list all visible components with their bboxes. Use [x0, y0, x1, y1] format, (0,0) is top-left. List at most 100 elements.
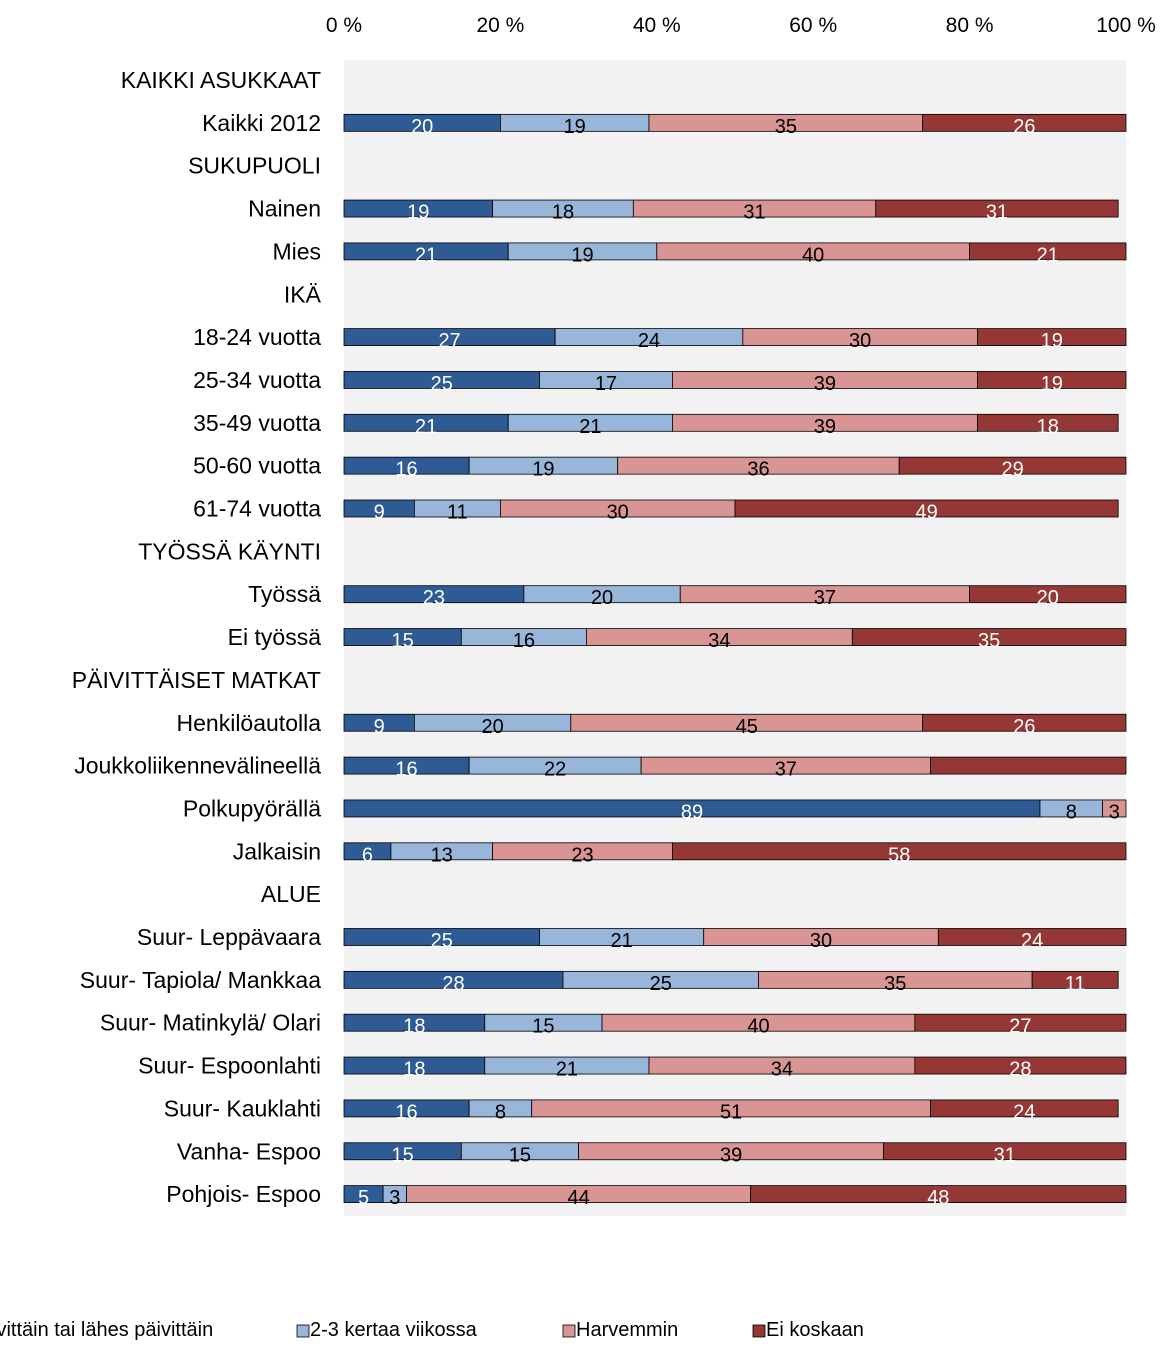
- bar-value-label: 16: [395, 759, 417, 781]
- bar-segment-ei-koskaan: [883, 1142, 1127, 1161]
- category-label: Suur- Leppävaara: [137, 924, 321, 950]
- bar-value-label: 58: [888, 844, 910, 866]
- bar-value-label: 20: [411, 116, 433, 138]
- bar-value-label: 6: [362, 844, 373, 866]
- bar-value-label: 34: [771, 1059, 793, 1081]
- bar-value-label: 34: [708, 630, 730, 652]
- bar-segment-ei-koskaan: [922, 713, 1127, 732]
- legend-item-2-3-kertaa-viikossa: 2-3 kertaa viikossa: [296, 1319, 478, 1341]
- x-tick-label: 20 %: [476, 14, 524, 37]
- x-tick-label: 40 %: [633, 14, 681, 37]
- category-label: 35-49 vuotta: [193, 410, 321, 436]
- bar-segment-ei-koskaan: [914, 1013, 1127, 1032]
- x-tick-label: 80 %: [946, 14, 994, 37]
- bar-value-label: 49: [915, 502, 937, 524]
- bar-row-suur-tapiola-mankkaa: 28 25 35 11: [343, 970, 1119, 995]
- bar-segment-ei-koskaan: [969, 585, 1127, 604]
- bar-segment-ei-koskaan: [851, 628, 1127, 646]
- bar-value-label: 51: [720, 1101, 742, 1123]
- legend-item-harvemmin: Harvemmin: [562, 1319, 678, 1341]
- bar-value-label: 24: [1021, 930, 1043, 952]
- bar-value-label: 37: [775, 759, 797, 781]
- bar-value-label: 28: [442, 973, 464, 995]
- category-label: Nainen: [248, 196, 321, 222]
- bar-row-vanha-espoo: 15 15 39 31: [343, 1142, 1127, 1166]
- bar-value-label: 3: [389, 1187, 400, 1209]
- bar-value-label: 9: [374, 502, 385, 524]
- bar-value-label: 21: [556, 1059, 578, 1081]
- category-label: Suur- Kauklahti: [164, 1095, 321, 1121]
- bar-value-label: 19: [571, 244, 593, 266]
- category-label: Kaikki 2012: [202, 110, 321, 136]
- legend-swatch: [296, 1324, 310, 1338]
- category-label: Polkupyörällä: [183, 795, 321, 821]
- bar-segment-ei-koskaan: [898, 456, 1127, 475]
- group-header-label: KAIKKI ASUKKAAT: [121, 67, 321, 93]
- bar-value-label: 19: [407, 202, 429, 224]
- category-label: Vanha- Espoo: [177, 1138, 321, 1164]
- category-label: Suur- Tapiola/ Mankkaa: [80, 967, 321, 993]
- bar-value-label: 22: [544, 759, 566, 781]
- bar-value-label: 15: [392, 630, 414, 652]
- bar-value-label: 9: [374, 716, 385, 738]
- bar-value-label: 21: [579, 416, 601, 438]
- bar-segment-ei-koskaan: [750, 1185, 1127, 1203]
- bar-row-kaikki-2012: 20 19 35 26: [343, 113, 1127, 138]
- bar-value-label: 17: [595, 373, 617, 395]
- bar-segment-ei-koskaan: [969, 242, 1127, 261]
- bar-value-label: 21: [415, 416, 437, 438]
- legend-label: 2-3 kertaa viikossa: [310, 1319, 478, 1341]
- bar-row-tyossa: 23 20 37 20: [343, 585, 1127, 609]
- bar-value-label: 23: [423, 587, 445, 609]
- bar-value-label: 27: [1009, 1016, 1031, 1038]
- bar-value-label: 31: [994, 1144, 1016, 1166]
- bar-value-label: 19: [1041, 373, 1063, 395]
- bar-value-label: 20: [1037, 587, 1059, 609]
- bar-segment-ei-koskaan: [977, 328, 1127, 347]
- legend-item-ei-koskaan: Ei koskaan: [752, 1319, 864, 1341]
- bar-value-label: 18: [1037, 416, 1059, 438]
- category-label: Suur- Matinkylä/ Olari: [100, 1010, 321, 1036]
- bar-value-label: 25: [650, 973, 672, 995]
- bar-value-label: 19: [532, 459, 554, 481]
- bar-value-label: 35: [775, 116, 797, 138]
- bar-value-label: 35: [884, 973, 906, 995]
- bar-value-label: 36: [747, 459, 769, 481]
- bar-row-61-74-vuotta: 9 11 30 49: [343, 499, 1119, 524]
- bar-row-mies: 21 19 40 21: [343, 242, 1127, 266]
- bar-segment-ei-koskaan: [875, 199, 1119, 218]
- category-label: 18-24 vuotta: [193, 324, 321, 350]
- group-header-label: IKÄ: [284, 281, 322, 307]
- category-label: Ei työssä: [228, 624, 322, 650]
- category-label: 50-60 vuotta: [193, 453, 321, 479]
- bar-row-joukkoliikennevalineella: 16 22 37: [343, 756, 1127, 781]
- category-label: 25-34 vuotta: [193, 367, 321, 393]
- bar-value-label: 15: [509, 1144, 531, 1166]
- bar-row-50-60-vuotta: 16 19 36 29: [343, 456, 1127, 481]
- bar-value-label: 31: [743, 202, 765, 224]
- category-label: Joukkoliikennevälineellä: [74, 753, 321, 779]
- bar-segment-harvemmin: [1102, 799, 1127, 818]
- category-labels: KAIKKI ASUKKAAT Kaikki 2012 SUKUPUOLI Naine…: [72, 67, 322, 1207]
- bar-value-label: 16: [395, 1101, 417, 1123]
- bar-row-suur-kauklahti: 16 8 51 24: [343, 1099, 1119, 1123]
- bar-row-35-49-vuotta: 21 21 39 18: [343, 413, 1119, 438]
- bar-value-label: 3: [1109, 801, 1120, 823]
- bar-value-label: 35: [978, 630, 1000, 652]
- group-header-label: TYÖSSÄ KÄYNTI: [138, 538, 321, 564]
- bar-value-label: 27: [438, 330, 460, 352]
- bar-row-suur-espoonlahti: 18 21 34 28: [343, 1056, 1127, 1081]
- category-label: Henkilöautolla: [177, 710, 322, 736]
- bar-row-nainen: 19 18 31 31: [343, 199, 1119, 224]
- bar-value-label: 26: [1013, 716, 1035, 738]
- bar-value-label: 18: [403, 1016, 425, 1038]
- bar-value-label: 13: [431, 844, 453, 866]
- bar-segment-ei-koskaan: [937, 928, 1127, 946]
- bar-segment-ei-koskaan: [914, 1056, 1127, 1075]
- bar-row-18-24-vuotta: 27 24 30 19: [343, 328, 1127, 352]
- bar-row-polkupyoralla: 89 8 3: [343, 799, 1127, 823]
- bar-value-label: 30: [607, 502, 629, 524]
- bar-value-label: 39: [814, 416, 836, 438]
- bar-row-jalkaisin: 6 13 23 58: [343, 842, 1127, 866]
